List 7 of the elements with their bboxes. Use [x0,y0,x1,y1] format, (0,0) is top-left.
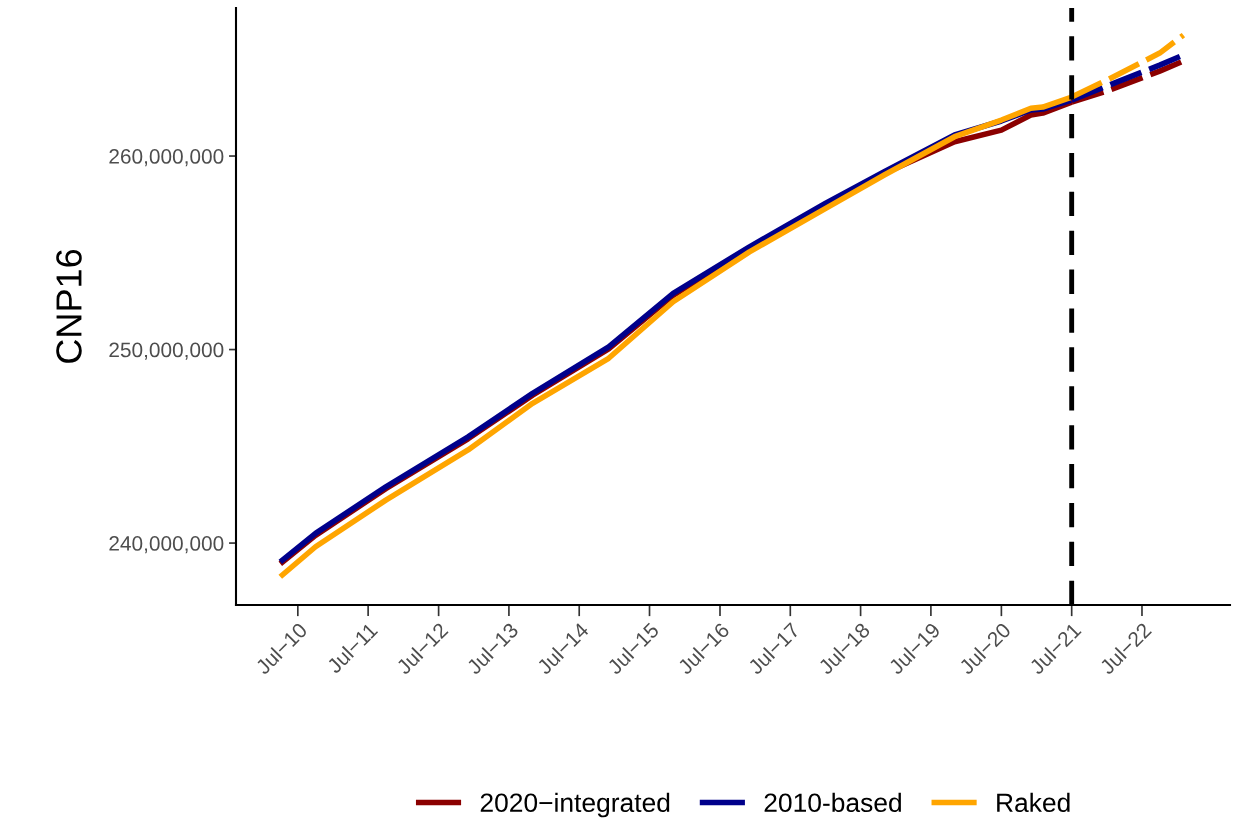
legend-label: 2010-based [764,792,901,813]
legend-label: 2020−integrated [480,792,670,818]
y-axis-title: CNP16 [56,249,82,363]
y-tick-label: 250,000,000 [109,342,224,360]
legend-label: Raked [997,792,1070,813]
y-tick-label: 260,000,000 [109,149,224,167]
y-tick-label: 240,000,000 [109,536,224,554]
